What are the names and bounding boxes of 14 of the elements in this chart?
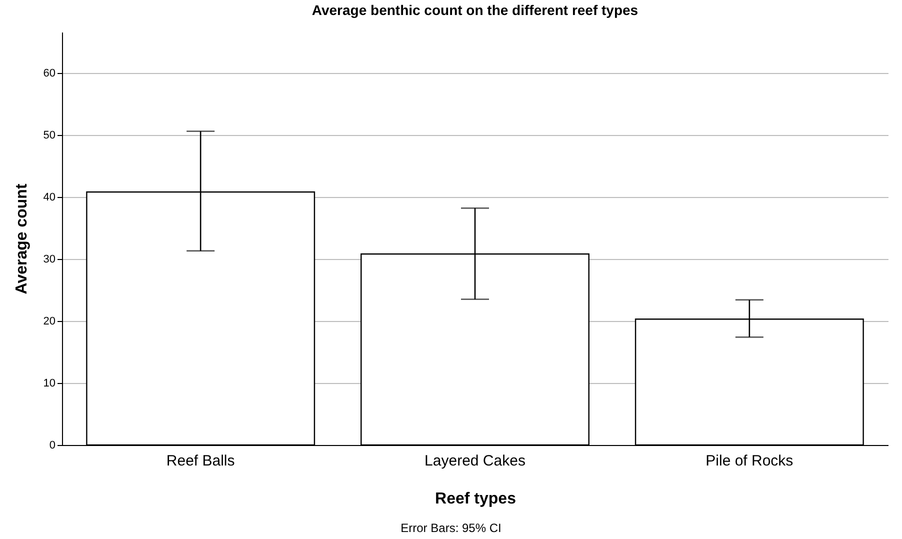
x-tick-label: Pile of Rocks bbox=[706, 452, 794, 470]
y-tick-label: 20 bbox=[43, 315, 56, 328]
text: Error Bars: 95% CI bbox=[400, 521, 502, 535]
y-tick-label: 0 bbox=[49, 440, 56, 452]
y-tick-label: 30 bbox=[43, 253, 56, 266]
y-tick-label: 10 bbox=[43, 377, 56, 390]
chart-title: Average benthic count on the different reef types bbox=[312, 2, 638, 18]
y-tick-label: 50 bbox=[43, 129, 56, 142]
x-axis-title: Reef types bbox=[435, 490, 516, 508]
y-axis-title: Average count bbox=[13, 183, 30, 294]
y-tick-label: 60 bbox=[43, 67, 56, 80]
y-tick-label: 40 bbox=[43, 191, 56, 204]
x-tick-label: Layered Cakes bbox=[424, 452, 526, 470]
x-tick-label: Reef Balls bbox=[166, 452, 235, 470]
